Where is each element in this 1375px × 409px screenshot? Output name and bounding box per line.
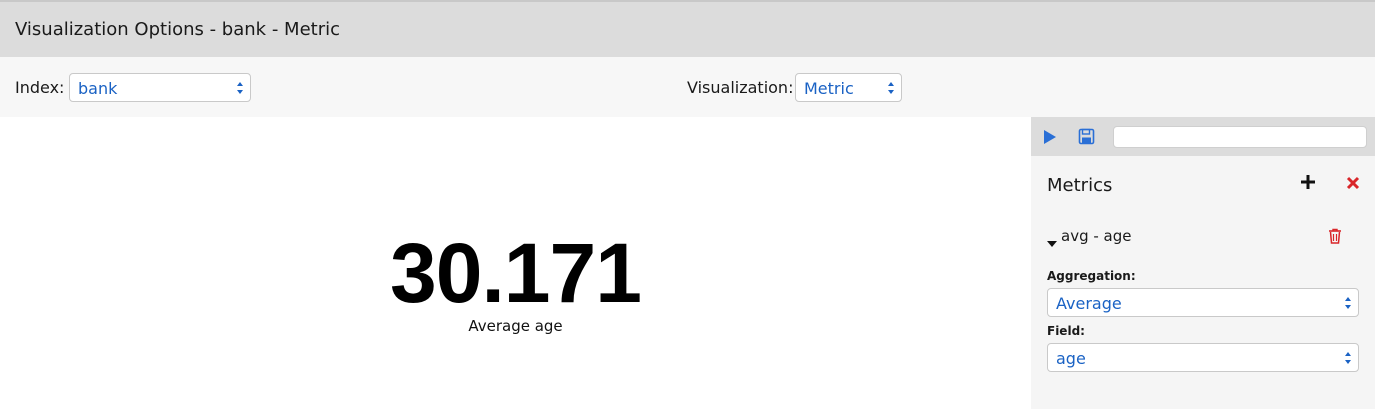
field-select[interactable]: age (1047, 343, 1359, 372)
options-bar: Index: bank Visualization: Metric (0, 57, 1375, 117)
visualization-label: Visualization: (687, 78, 794, 97)
plus-icon[interactable] (1298, 172, 1318, 192)
sidebar-toolbar (1031, 117, 1375, 156)
index-label: Index: (15, 78, 65, 97)
metric-value: 30.171 (390, 226, 642, 320)
metric-visualization: 30.171 Average age (0, 117, 1031, 409)
metric-label: Average age (468, 317, 563, 335)
save-icon[interactable] (1078, 128, 1095, 145)
select-arrows-icon (1344, 349, 1352, 367)
aggregation-toggle[interactable]: avg - age (1047, 227, 1347, 249)
index-select[interactable]: bank (69, 73, 251, 102)
select-arrows-icon (1344, 294, 1352, 312)
aggregation-title: avg - age (1061, 227, 1132, 245)
select-arrows-icon (887, 79, 895, 97)
aggregation-label: Aggregation: (1047, 269, 1136, 283)
index-select-value: bank (78, 79, 118, 98)
field-select-value: age (1056, 349, 1086, 368)
header-bar: Visualization Options - bank - Metric (0, 0, 1375, 57)
editor-sidebar: Metrics avg - age Aggregation: Average F… (1031, 117, 1375, 409)
trash-icon[interactable] (1328, 228, 1342, 244)
aggregation-select[interactable]: Average (1047, 288, 1359, 317)
close-icon[interactable] (1345, 175, 1361, 191)
visualization-name-input[interactable] (1113, 126, 1367, 148)
metrics-heading: Metrics (1047, 175, 1113, 196)
aggregation-select-value: Average (1056, 294, 1122, 313)
field-label: Field: (1047, 324, 1085, 338)
play-icon[interactable] (1042, 129, 1058, 145)
visualization-select[interactable]: Metric (795, 73, 902, 102)
page-title: Visualization Options - bank - Metric (15, 19, 340, 40)
visualization-select-value: Metric (804, 79, 854, 98)
select-arrows-icon (236, 79, 244, 97)
caret-down-icon (1047, 233, 1057, 247)
